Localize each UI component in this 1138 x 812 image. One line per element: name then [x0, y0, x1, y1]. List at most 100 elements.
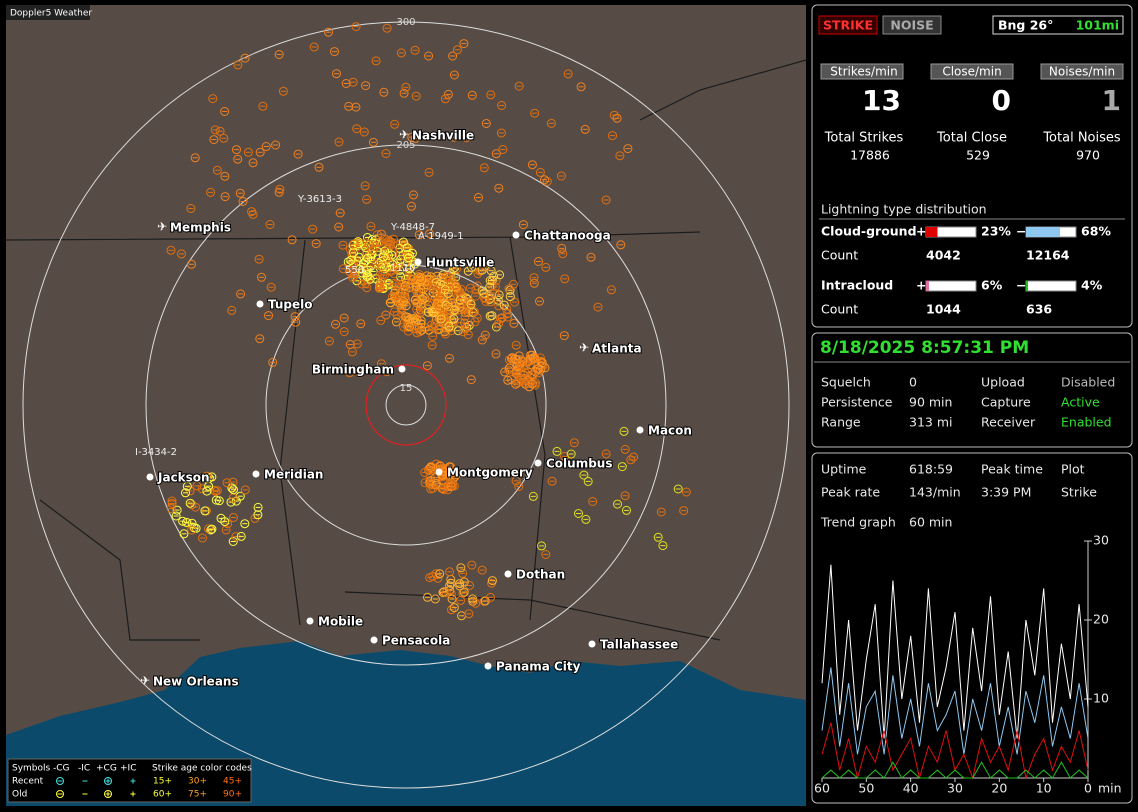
strike-symbol [404, 253, 414, 263]
strike-symbol [341, 79, 351, 88]
strike-symbol [452, 45, 462, 55]
strike-symbol [679, 506, 689, 516]
strike-symbol [343, 257, 353, 267]
legend-symbol [104, 790, 112, 798]
strike-symbol [458, 293, 468, 303]
city-label: Nashville [412, 129, 474, 143]
strike-symbol [626, 455, 636, 465]
strike-symbol [407, 274, 417, 284]
strike-symbol [441, 588, 451, 598]
stat: 143/min [909, 485, 961, 500]
strike-symbol [443, 89, 453, 99]
strike-symbol [537, 541, 546, 551]
strike-symbol [389, 269, 399, 279]
border [639, 59, 807, 121]
strike-symbol [427, 340, 437, 350]
strike-symbol [466, 299, 476, 309]
legend-symbol [56, 777, 64, 785]
strike-symbol [455, 579, 465, 589]
strike-symbol [352, 339, 362, 349]
strike-symbol [233, 60, 243, 70]
strike-symbol [526, 376, 536, 386]
strike-symbol [527, 160, 537, 170]
strike-symbol [505, 292, 515, 302]
stat: 3:39 PM [981, 485, 1031, 500]
strike-symbol [486, 90, 496, 100]
strike-symbol [287, 235, 297, 245]
strike-symbol [240, 53, 250, 63]
strike-symbol [467, 262, 477, 272]
city-label: Tallahassee [600, 638, 678, 652]
strike-symbol [376, 315, 386, 325]
strike-symbol [468, 594, 478, 604]
bar [926, 281, 929, 291]
strike-symbol [398, 237, 408, 247]
strike-symbol [356, 319, 366, 329]
total-value: 529 [966, 148, 990, 163]
strike-symbol [236, 289, 246, 299]
strike-symbol [222, 478, 232, 488]
strike-symbol [513, 370, 523, 380]
strike-symbol [382, 23, 392, 33]
legend-header: Strike age color codes [152, 764, 252, 774]
strike-symbol [171, 511, 181, 521]
stat: 618:59 [909, 462, 953, 477]
strike-symbol [428, 323, 438, 333]
strike-symbol [509, 279, 518, 289]
legend-age: 75+ [188, 790, 207, 800]
strike-symbol [425, 573, 435, 583]
strike-symbol [445, 462, 455, 472]
strike-symbol [182, 517, 192, 527]
strike-symbol [490, 288, 500, 298]
strike-symbol [377, 261, 387, 271]
strike-symbol [240, 485, 250, 495]
strike-symbol [167, 498, 177, 508]
strike-symbol [580, 124, 590, 134]
strike-symbol [449, 132, 459, 142]
strike-symbol [416, 274, 426, 283]
strike-symbol [346, 255, 356, 265]
strike-symbol [253, 502, 263, 512]
strike-symbol [166, 245, 176, 255]
border [509, 236, 546, 621]
strike-symbol [455, 581, 465, 591]
strike-symbol [498, 145, 508, 154]
strike-symbol [491, 149, 501, 159]
strike-symbol [348, 77, 358, 87]
strike-symbol [560, 274, 570, 284]
strike-symbol [514, 482, 524, 491]
strike-symbol [309, 42, 319, 52]
strike-symbol [236, 531, 246, 541]
strike-symbol [466, 375, 476, 385]
legend-header: -IC [78, 764, 90, 774]
stat: Trend graph [820, 515, 896, 530]
strike-symbol [409, 190, 418, 200]
strike-symbol [357, 279, 367, 289]
strike-symbol [238, 197, 248, 206]
strike-symbol [209, 135, 219, 145]
inner-ring [385, 384, 427, 426]
strike-symbol [394, 289, 404, 299]
strike-symbol [560, 451, 570, 461]
strike-symbol [381, 310, 391, 320]
strike-symbol [593, 302, 603, 312]
x-tick-label: 50 [858, 781, 874, 796]
strike-symbol [442, 315, 452, 325]
noise-button-label: NOISE [890, 18, 933, 33]
strike-symbol [420, 468, 430, 477]
rate-label: Close/min [942, 65, 1001, 79]
percent: 23% [981, 224, 1011, 239]
sign: + [916, 278, 926, 293]
strike-symbol [428, 288, 438, 298]
strike-symbol [382, 367, 392, 377]
strike-symbol [308, 224, 318, 234]
strike-symbol [530, 354, 540, 364]
strike-symbol [528, 491, 538, 501]
strike-symbol [681, 487, 691, 497]
strike-symbol [407, 201, 416, 211]
strike-symbol [362, 194, 372, 204]
strike-symbol [334, 222, 344, 232]
strike-symbol [424, 51, 434, 61]
count: 4042 [926, 248, 961, 263]
strike-symbol [447, 605, 456, 615]
